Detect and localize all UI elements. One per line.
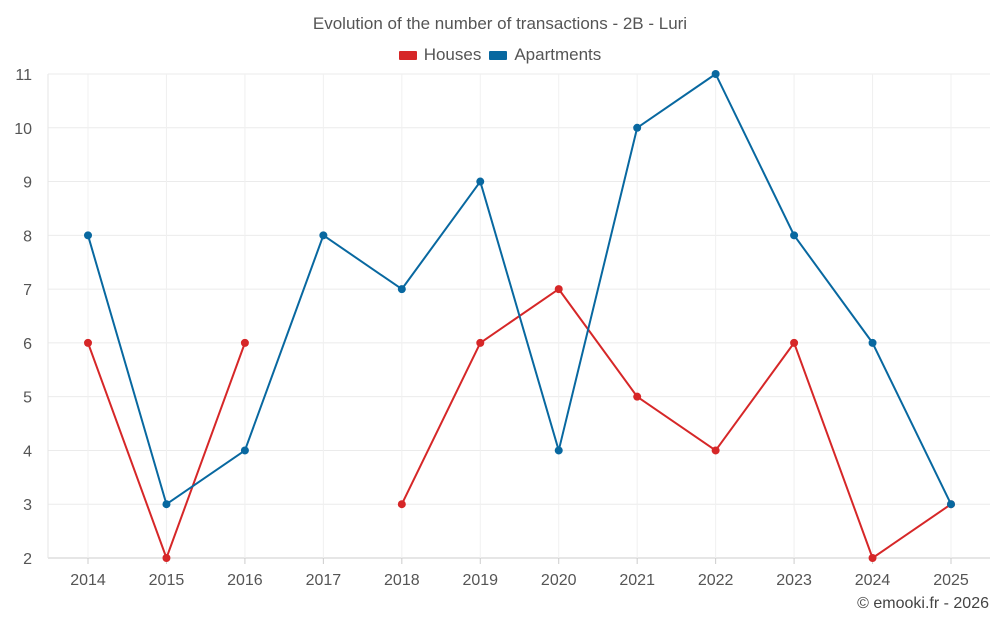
chart-title: Evolution of the number of transactions … [312, 14, 688, 33]
x-tick-label-2021: 2021 [619, 572, 655, 589]
x-tick-label-2015: 2015 [149, 572, 185, 589]
point-houses-2015 [162, 554, 171, 562]
legend-label-apartments: Apartments [514, 45, 602, 64]
point-houses-2019 [476, 338, 485, 347]
point-apartments-2017 [319, 231, 328, 240]
x-tick-label-2017: 2017 [306, 572, 342, 589]
series-line-apartments-0 [87, 73, 952, 506]
y-tick-label-5: 5 [23, 390, 32, 407]
chart-legend: Houses Apartments [0, 45, 1000, 65]
series-layer [84, 70, 955, 562]
point-houses-2018 [397, 500, 406, 509]
x-axis: 2014 2015 2016 2017 2018 2019 2020 2021 2022 2023… [70, 558, 969, 589]
point-apartments-2014 [84, 231, 92, 240]
credit-text: © emooki.fr - 2026 [857, 595, 989, 612]
y-tick-label-10: 10 [14, 121, 32, 138]
x-tick-label-2025: 2025 [933, 572, 969, 589]
point-houses-2014 [84, 338, 92, 347]
x-tick-label-2019: 2019 [462, 572, 498, 589]
point-apartments-2015 [162, 500, 171, 509]
point-apartments-2022 [711, 70, 720, 78]
point-houses-2023 [790, 338, 799, 347]
point-apartments-2018 [397, 285, 406, 294]
y-tick-label-4: 4 [23, 443, 32, 460]
series-line-houses-1 [400, 288, 952, 559]
point-houses-2020 [554, 285, 563, 294]
x-tick-label-2020: 2020 [541, 572, 577, 589]
legend-label-houses: Houses [423, 45, 482, 64]
x-tick-label-2018: 2018 [384, 572, 420, 589]
point-houses-2022 [711, 446, 720, 455]
y-axis: 2 3 4 5 6 7 8 9 10 11 [14, 67, 32, 568]
grid-lines [47, 73, 990, 559]
point-houses-2016 [240, 338, 249, 347]
legend-swatch-houses [398, 50, 417, 60]
x-tick-label-2014: 2014 [70, 572, 106, 589]
x-tick-label-2016: 2016 [227, 572, 263, 589]
y-tick-label-7: 7 [23, 282, 32, 299]
x-tick-label-2023: 2023 [776, 572, 812, 589]
legend-item-apartments[interactable]: Apartments [489, 45, 601, 65]
y-tick-label-2: 2 [23, 551, 32, 568]
point-houses-2024 [868, 554, 877, 562]
point-apartments-2016 [240, 446, 249, 455]
legend-item-houses[interactable]: Houses [398, 45, 482, 65]
y-tick-label-8: 8 [23, 228, 32, 245]
x-tick-label-2024: 2024 [855, 572, 891, 589]
point-houses-2021 [633, 392, 642, 401]
point-apartments-2021 [633, 123, 642, 132]
point-apartments-2023 [790, 231, 799, 240]
y-tick-label-9: 9 [23, 175, 32, 192]
point-apartments-2020 [554, 446, 563, 455]
x-tick-label-2022: 2022 [698, 572, 734, 589]
point-apartments-2025 [947, 500, 955, 509]
y-tick-label-6: 6 [23, 336, 32, 353]
y-tick-label-3: 3 [23, 497, 32, 514]
y-tick-label-11: 11 [15, 67, 32, 84]
point-apartments-2019 [476, 177, 485, 186]
legend-swatch-apartments [489, 50, 508, 60]
point-apartments-2024 [868, 338, 877, 347]
